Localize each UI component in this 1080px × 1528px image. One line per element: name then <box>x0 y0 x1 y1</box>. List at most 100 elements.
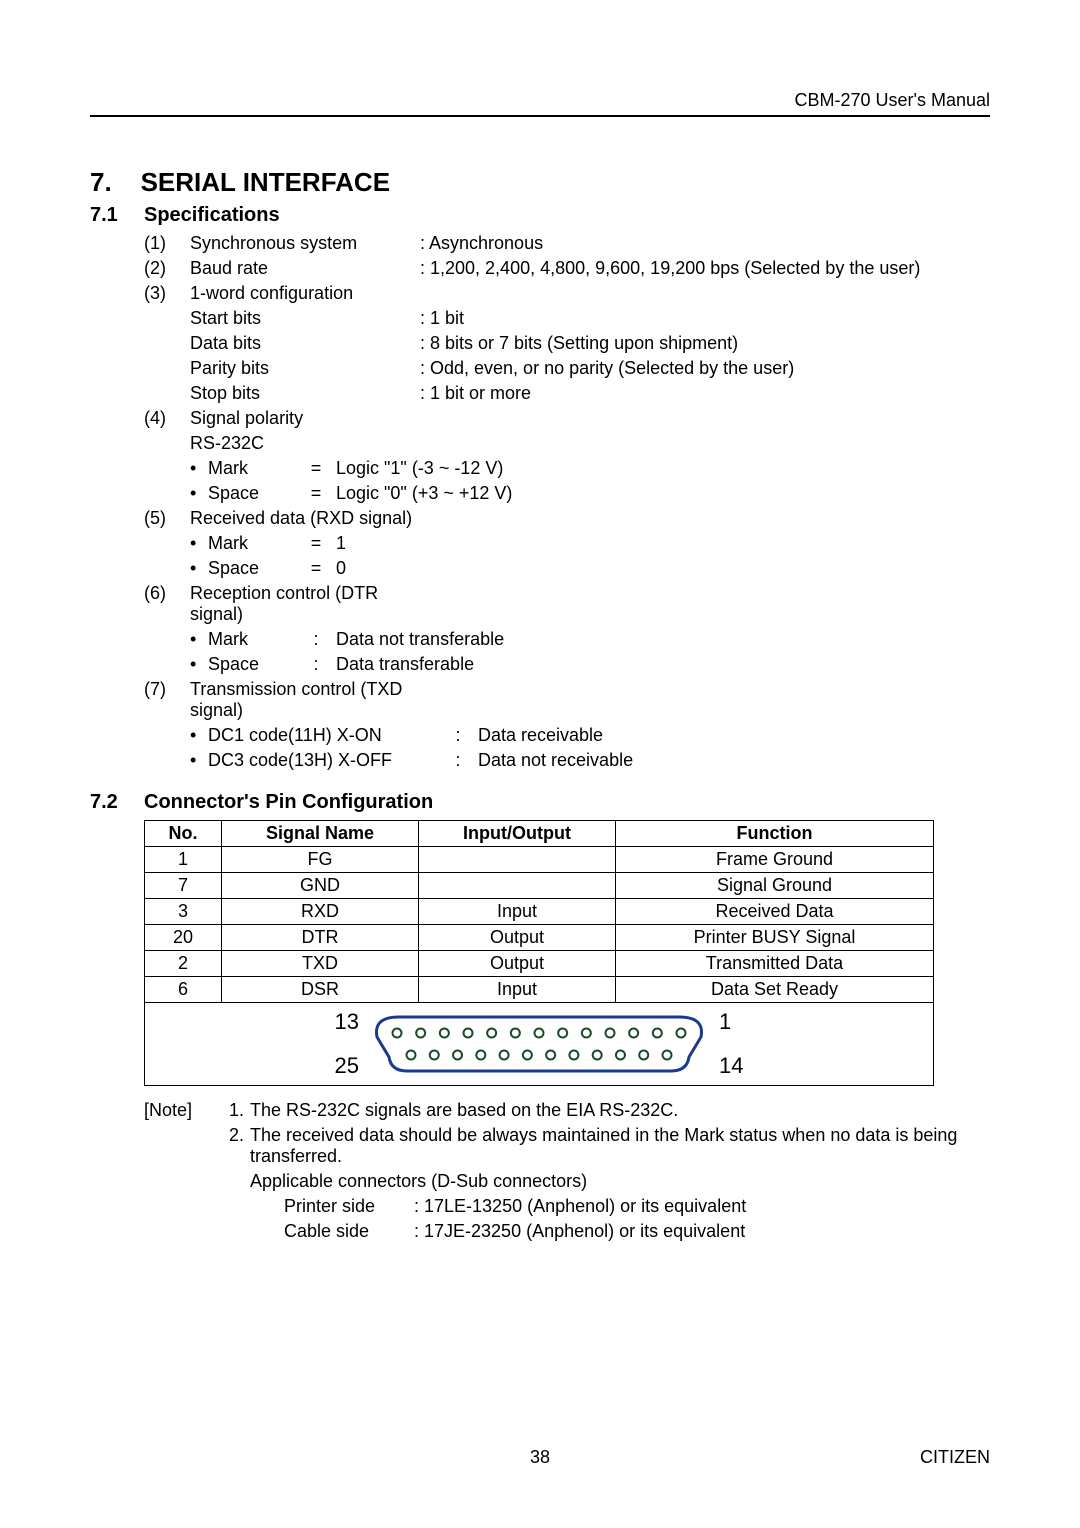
bullet-value: Data not receivable <box>478 750 990 771</box>
spec-bullet: • Mark = Logic "1" (-3 ~ -12 V) <box>190 458 990 479</box>
table-cell-fn: Transmitted Data <box>616 951 934 977</box>
equals-sign: = <box>296 558 336 579</box>
equals-sign: = <box>296 458 336 479</box>
note-prefix: [Note] <box>144 1100 216 1121</box>
bullet-value: Data transferable <box>336 654 990 675</box>
note-item: 2. The received data should be always ma… <box>144 1125 990 1167</box>
spec-idx: (3) <box>144 283 190 304</box>
spec-idx: (2) <box>144 258 190 279</box>
spec-subitem: Data bits : 8 bits or 7 bits (Setting up… <box>144 333 990 354</box>
connector-spec-value: : 17LE-13250 (Anphenol) or its equivalen… <box>414 1196 746 1217</box>
pin-num-25: 25 <box>335 1053 359 1079</box>
note-text: The received data should be always maint… <box>250 1125 990 1167</box>
section-name: SERIAL INTERFACE <box>141 167 390 197</box>
bullet-label: Mark <box>208 458 296 479</box>
table-cell-no: 1 <box>145 847 222 873</box>
bullet-label: Space <box>208 483 296 504</box>
table-row: 3RXDInputReceived Data <box>145 899 934 925</box>
spec-value: : 1,200, 2,400, 4,800, 9,600, 19,200 bps… <box>420 258 990 279</box>
bullet-icon: • <box>190 654 208 675</box>
table-cell-sig: GND <box>222 873 419 899</box>
table-cell-no: 6 <box>145 977 222 1003</box>
table-cell-fn: Received Data <box>616 899 934 925</box>
bullet-icon: • <box>190 458 208 479</box>
connector-side-label: Printer side <box>284 1196 414 1217</box>
connector-diagram: 13 25 1 14 <box>153 1005 925 1083</box>
spec-label: RS-232C <box>190 433 264 454</box>
spec-subitem: Parity bits : Odd, even, or no parity (S… <box>144 358 990 379</box>
table-cell-no: 3 <box>145 899 222 925</box>
indent <box>144 383 190 404</box>
spec-bullet: • DC1 code(11H) X-ON : Data receivable <box>190 725 990 746</box>
spec-label: Stop bits <box>190 383 420 404</box>
section-num: 7. <box>90 167 112 197</box>
spec-value: : 1 bit <box>420 308 990 329</box>
table-cell-sig: FG <box>222 847 419 873</box>
bullet-icon: • <box>190 629 208 650</box>
indent <box>144 1125 216 1167</box>
pin-num-14: 14 <box>719 1053 743 1079</box>
spec-label: Parity bits <box>190 358 420 379</box>
subsection-title: Specifications <box>144 204 280 227</box>
table-cell-io <box>419 847 616 873</box>
db25-connector-icon <box>369 1005 709 1083</box>
table-cell-fn: Signal Ground <box>616 873 934 899</box>
note-num: 1. <box>216 1100 250 1121</box>
spec-label: Transmission control (TXD signal) <box>190 679 420 721</box>
bullet-icon: • <box>190 725 208 746</box>
table-row: 7GNDSignal Ground <box>145 873 934 899</box>
table-row: 1FGFrame Ground <box>145 847 934 873</box>
spec-label: Baud rate <box>190 258 420 279</box>
col-header-function: Function <box>616 821 934 847</box>
spec-label: Synchronous system <box>190 233 420 254</box>
table-cell-io: Output <box>419 925 616 951</box>
table-cell-sig: TXD <box>222 951 419 977</box>
spec-subitem: Start bits : 1 bit <box>144 308 990 329</box>
colon: : <box>438 725 478 746</box>
header-bar: CBM-270 User's Manual <box>90 90 990 117</box>
indent <box>144 433 190 454</box>
col-header-no: No. <box>145 821 222 847</box>
table-cell-io: Input <box>419 899 616 925</box>
colon: : <box>296 654 336 675</box>
table-cell-io: Input <box>419 977 616 1003</box>
spec-item: (5) Received data (RXD signal) <box>144 508 990 529</box>
pin-configuration-table: No. Signal Name Input/Output Function 1F… <box>144 820 934 1086</box>
spec-bullet: • Space = 0 <box>190 558 990 579</box>
bullet-value: 0 <box>336 558 990 579</box>
pin-num-13: 13 <box>335 1009 359 1035</box>
table-cell-sig: RXD <box>222 899 419 925</box>
pin-labels-left: 13 25 <box>335 1007 359 1081</box>
bullet-value: 1 <box>336 533 990 554</box>
spec-idx: (6) <box>144 583 190 625</box>
colon: : <box>296 629 336 650</box>
note-num: 2. <box>216 1125 250 1167</box>
spec-value: : Asynchronous <box>420 233 990 254</box>
connector-diagram-cell: 13 25 1 14 <box>145 1003 934 1086</box>
spec-list: (1) Synchronous system : Asynchronous (2… <box>144 233 990 771</box>
bullet-value: Logic "0" (+3 ~ +12 V) <box>336 483 990 504</box>
bullet-label: Space <box>208 654 296 675</box>
table-cell-io <box>419 873 616 899</box>
bullet-label: DC1 code(11H) X-ON <box>208 725 438 746</box>
col-header-signal: Signal Name <box>222 821 419 847</box>
spec-bullet: • DC3 code(13H) X-OFF : Data not receiva… <box>190 750 990 771</box>
pin-labels-right: 1 14 <box>719 1007 743 1081</box>
note-text: The RS-232C signals are based on the EIA… <box>250 1100 990 1121</box>
bullet-label: Mark <box>208 629 296 650</box>
table-cell-fn: Printer BUSY Signal <box>616 925 934 951</box>
subsection-7-1: 7.1 Specifications <box>90 204 990 227</box>
bullet-value: Data receivable <box>478 725 990 746</box>
subsection-title: Connector's Pin Configuration <box>144 791 433 814</box>
spec-label: 1-word configuration <box>190 283 420 304</box>
spec-subitem: Stop bits : 1 bit or more <box>144 383 990 404</box>
spec-item: (1) Synchronous system : Asynchronous <box>144 233 990 254</box>
bullet-label: Space <box>208 558 296 579</box>
notes-block: [Note] 1. The RS-232C signals are based … <box>144 1100 990 1242</box>
spec-bullet: • Space : Data transferable <box>190 654 990 675</box>
spec-item: (4) Signal polarity <box>144 408 990 429</box>
spec-subitem: RS-232C <box>144 433 990 454</box>
table-cell-sig: DTR <box>222 925 419 951</box>
subsection-num: 7.1 <box>90 204 144 227</box>
subsection-num: 7.2 <box>90 791 144 814</box>
